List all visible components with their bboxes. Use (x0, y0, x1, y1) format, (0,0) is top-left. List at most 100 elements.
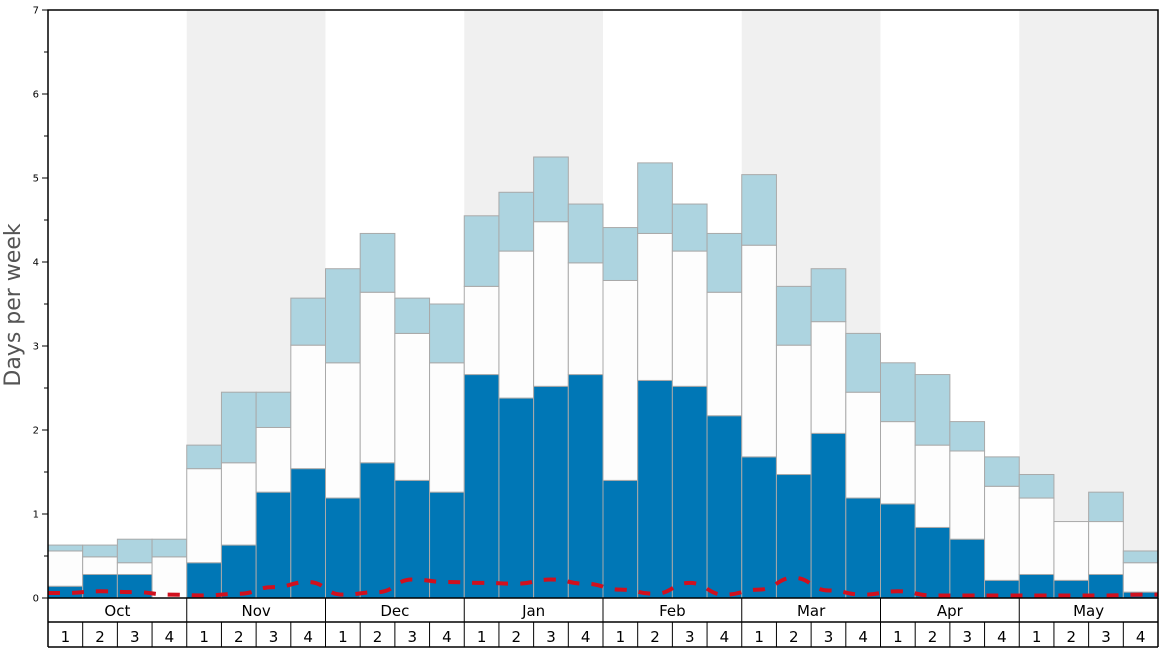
bar-segment-3-2 (82, 544, 118, 558)
bar-segment-1-2 (82, 573, 118, 599)
bar-segment-3-31 (1088, 491, 1124, 523)
bar-segment-3-9 (325, 268, 361, 364)
y-tick-label: 4 (33, 258, 39, 269)
bar-segment-3-4 (151, 538, 188, 558)
bar-segment-2-23 (810, 321, 847, 434)
bar-segment-1-10 (359, 462, 396, 599)
bar-segment-3-10 (359, 232, 396, 293)
y-tick-label: 1 (33, 510, 39, 521)
bar-segment-2-14 (498, 250, 535, 399)
bar-segment-3-7 (255, 391, 292, 428)
bar-segment-3-24 (845, 332, 881, 393)
bar-segment-2-20 (706, 291, 743, 417)
week-label: 1 (477, 628, 487, 646)
week-label: 3 (1101, 628, 1111, 646)
bar-segment-2-15 (533, 221, 569, 387)
bar-segment-1-21 (741, 456, 777, 599)
bar-segment-2-21 (741, 244, 777, 458)
bar-segment-3-12 (429, 303, 465, 364)
week-label: 4 (442, 628, 452, 646)
bar-segment-2-19 (671, 250, 708, 387)
bar-segment-3-28 (984, 456, 1020, 487)
bar-segment-3-23 (810, 268, 847, 323)
bar-segment-1-24 (845, 497, 881, 599)
week-label: 1 (61, 628, 71, 646)
bar-segment-1-17 (602, 479, 639, 599)
month-label-nov: Nov (241, 602, 270, 620)
bar-segment-2-9 (325, 362, 361, 499)
month-label-oct: Oct (104, 602, 130, 620)
bar-segment-2-11 (394, 332, 431, 481)
week-label: 1 (893, 628, 903, 646)
month-label-mar: Mar (797, 602, 826, 620)
bar-segment-2-18 (637, 232, 673, 381)
dashed-line (48, 575, 1158, 598)
week-label: 3 (269, 628, 279, 646)
bar-segment-3-22 (775, 285, 812, 346)
bar-segment-3-26 (914, 374, 951, 446)
week-label: 3 (407, 628, 417, 646)
bar-segment-1-20 (706, 415, 743, 599)
bar-segment-1-7 (255, 491, 292, 599)
week-label: 2 (1067, 628, 1077, 646)
week-label: 3 (685, 628, 695, 646)
week-label: 2 (373, 628, 383, 646)
y-tick-label: 6 (33, 90, 39, 101)
bar-segment-3-14 (498, 191, 535, 252)
bar-segment-1-15 (533, 385, 569, 599)
bar-segment-3-18 (637, 162, 673, 234)
week-label: 2 (95, 628, 105, 646)
bar-segment-2-16 (567, 262, 604, 376)
week-label: 2 (234, 628, 244, 646)
bar-segment-2-22 (775, 344, 812, 476)
bar-segment-2-6 (220, 462, 257, 546)
week-label: 1 (199, 628, 209, 646)
bar-segment-2-3 (116, 562, 153, 575)
bar-segment-3-5 (186, 444, 222, 470)
week-label: 1 (754, 628, 764, 646)
bar-segment-1-8 (290, 468, 326, 599)
bar-segment-3-27 (949, 421, 986, 452)
week-label: 4 (997, 628, 1007, 646)
bar-segment-2-24 (845, 391, 881, 499)
bar-segment-2-31 (1088, 521, 1124, 575)
month-label-apr: Apr (937, 602, 964, 620)
y-tick-label: 7 (33, 6, 39, 17)
month-label-feb: Feb (659, 602, 686, 620)
week-label: 1 (616, 628, 626, 646)
bar-segment-1-23 (810, 432, 847, 599)
bar-segment-2-28 (984, 485, 1020, 581)
dashed-series-line (48, 575, 1158, 598)
bar-segment-3-15 (533, 156, 569, 223)
bar-segment-1-19 (671, 385, 708, 599)
bar-segment-3-6 (220, 391, 257, 464)
month-label-dec: Dec (380, 602, 409, 620)
week-label: 1 (1032, 628, 1042, 646)
week-label: 4 (720, 628, 730, 646)
bar-segment-2-26 (914, 444, 951, 528)
bar-segment-1-18 (637, 379, 673, 599)
bar-segment-1-26 (914, 526, 951, 599)
month-label-jan: Jan (521, 602, 545, 620)
bar-segment-3-13 (463, 215, 500, 287)
week-label: 3 (824, 628, 834, 646)
bar-segment-1-5 (186, 562, 222, 599)
bar-segment-2-7 (255, 426, 292, 493)
week-label: 4 (1136, 628, 1146, 646)
bar-segment-1-22 (775, 474, 812, 599)
bar-segment-3-17 (602, 227, 639, 281)
bar-segment-2-25 (880, 421, 916, 505)
week-label: 2 (928, 628, 938, 646)
bar-segment-2-4 (151, 556, 188, 599)
week-label: 2 (512, 628, 522, 646)
week-label: 4 (581, 628, 591, 646)
week-label: 1 (338, 628, 348, 646)
bar-segment-2-17 (602, 279, 639, 481)
week-label: 4 (165, 628, 175, 646)
bar-segment-3-1 (47, 544, 84, 552)
bar-segment-1-27 (949, 538, 986, 599)
bar-segment-3-19 (671, 203, 708, 252)
bar-segment-1-13 (463, 374, 500, 599)
month-label-may: May (1073, 602, 1104, 620)
bar-segment-2-29 (1018, 497, 1055, 575)
